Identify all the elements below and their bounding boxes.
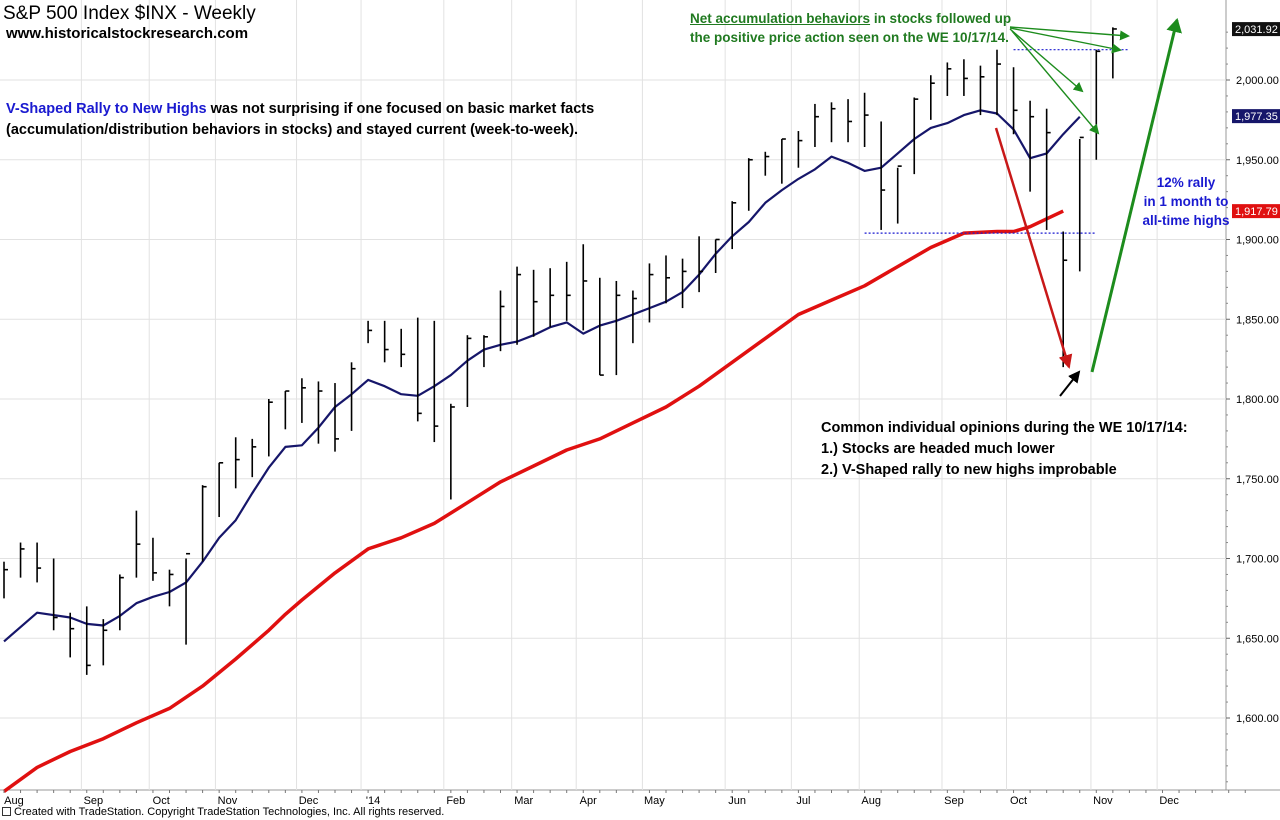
price-label-text: 1,917.79	[1235, 206, 1278, 218]
green-arrow-2	[1009, 27, 1122, 54]
y-tick-label: 1,950.00	[1236, 155, 1279, 167]
ma-line	[2, 209, 1064, 793]
y-tick-label: 1,900.00	[1236, 235, 1279, 247]
rally-percent-line1: 12% rally	[1156, 175, 1216, 190]
x-tick-label: Feb	[446, 795, 465, 807]
time-axis: Aug Sep Oct Nov Dec '14 Feb Mar Apr May Jun Jul Aug S…	[3, 790, 1246, 807]
x-tick-label: Oct	[153, 795, 170, 807]
price-label-text: 1,977.35	[1235, 111, 1278, 123]
green-arrow-4	[1011, 30, 1100, 135]
annotation-arrows	[994, 18, 1182, 397]
y-tick-label: 2,000.00	[1236, 75, 1279, 87]
x-tick-label: Jun	[728, 795, 746, 807]
x-tick-label: Nov	[1093, 795, 1113, 807]
y-tick-label: 1,600.00	[1236, 713, 1279, 725]
price-labels: 2,031.92 1,977.35 1,917.79	[1232, 22, 1280, 219]
y-tick-label: 1,850.00	[1236, 314, 1279, 326]
big-green-arrow	[1090, 18, 1182, 373]
rally-note-title: V-Shaped Rally to New Highs	[6, 101, 207, 117]
rally-note-line1: V-Shaped Rally to New Highs was not surp…	[6, 99, 594, 120]
x-tick-label: '14	[366, 795, 380, 807]
accumulation-note-rest: in stocks followed up	[870, 11, 1012, 26]
x-tick-label: Dec	[299, 795, 319, 807]
accumulation-note-line2: the positive price action seen on the WE…	[690, 30, 1009, 45]
price-label-box	[1232, 204, 1280, 219]
y-tick-label: 1,650.00	[1236, 633, 1279, 645]
ma-line	[3, 109, 1081, 643]
rally-percent-line2: in 1 month to	[1143, 194, 1229, 209]
accumulation-note-line1: Net accumulation behaviors in stocks fol…	[690, 9, 1011, 28]
price-label-box	[1232, 22, 1280, 37]
ohlc-bars	[3, 27, 1117, 675]
long-moving-average	[2, 209, 1064, 793]
y-tick-label: 1,800.00	[1236, 394, 1279, 406]
x-tick-label: Mar	[514, 795, 533, 807]
dotted-levels	[864, 49, 1130, 234]
x-tick-label: Nov	[218, 795, 238, 807]
x-tick-label: Apr	[580, 795, 597, 807]
chart-title: S&P 500 Index $INX - Weekly	[3, 3, 256, 24]
rally-percent-note: 12% rally in 1 month to all-time highs	[1130, 173, 1242, 230]
chart-grid	[0, 0, 1280, 791]
rally-percent-line3: all-time highs	[1142, 213, 1230, 228]
tradestation-icon	[2, 807, 11, 816]
opinions-heading: Common individual opinions during the WE…	[821, 420, 1188, 436]
x-tick-label: Jul	[796, 795, 810, 807]
x-tick-label: May	[644, 795, 665, 807]
opinion-1: 1.) Stocks are headed much lower	[821, 441, 1055, 457]
x-tick-label: Aug	[4, 795, 24, 807]
green-arrow-1	[1009, 26, 1130, 41]
price-label-box	[1232, 109, 1280, 124]
website-label: www.historicalstockresearch.com	[6, 25, 249, 42]
price-label-text: 2,031.92	[1235, 24, 1278, 36]
accumulation-note: Net accumulation behaviors in stocks fol…	[690, 9, 1011, 47]
x-tick-label: Sep	[944, 795, 964, 807]
y-tick-label: 1,750.00	[1236, 474, 1279, 486]
x-tick-label: Oct	[1010, 795, 1027, 807]
black-arrow	[1059, 370, 1081, 397]
red-arrow	[994, 127, 1073, 369]
x-tick-label: Dec	[1159, 795, 1179, 807]
accumulation-note-underlined: Net accumulation behaviors	[690, 11, 871, 26]
copyright-footer: Created with TradeStation. Copyright Tra…	[2, 806, 444, 818]
x-tick-label: Sep	[84, 795, 104, 807]
copyright-text: Created with TradeStation. Copyright Tra…	[14, 806, 445, 818]
opinion-2: 2.) V-Shaped rally to new highs improbab…	[821, 462, 1117, 478]
rally-note-rest: was not surprising if one focused on bas…	[206, 101, 595, 117]
rally-note-line2: (accumulation/distribution behaviors in …	[6, 122, 579, 138]
opinions-note: Common individual opinions during the WE…	[821, 418, 1188, 481]
x-tick-label: Aug	[861, 795, 881, 807]
rally-note: V-Shaped Rally to New Highs was not surp…	[6, 99, 594, 141]
y-tick-label: 1,700.00	[1236, 554, 1279, 566]
short-moving-average	[3, 109, 1081, 643]
price-axis: 1,600.00 1,650.00 1,700.00 1,750.00 1,800.00…	[1226, 31, 1279, 783]
green-arrow-3	[1009, 28, 1084, 93]
